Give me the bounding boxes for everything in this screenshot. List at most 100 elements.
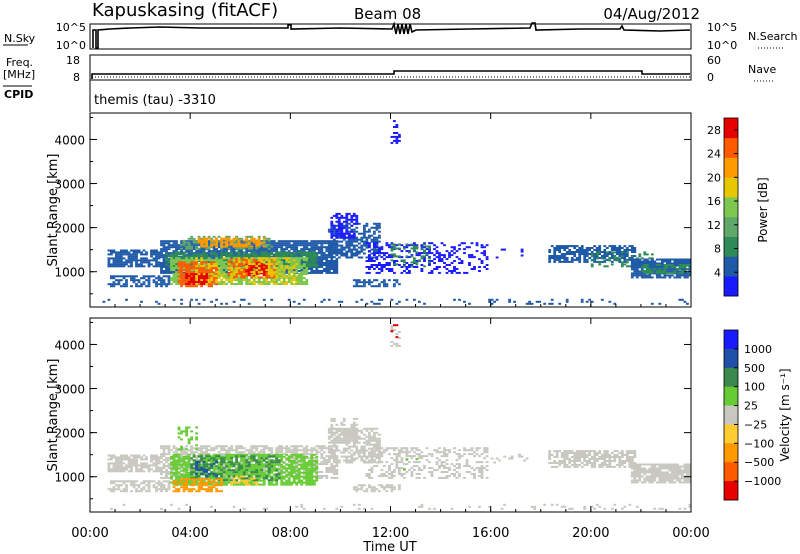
power-cell (265, 245, 269, 248)
power-cell (202, 281, 206, 283)
power-cell (267, 237, 271, 240)
power-cell (648, 268, 652, 270)
power-cell (558, 258, 562, 261)
power-cell (187, 267, 191, 270)
power-cell (312, 248, 316, 251)
power-cell (593, 258, 597, 261)
power-cell (438, 258, 441, 261)
velocity-cell (160, 473, 163, 475)
power-cell (287, 298, 291, 301)
power-cell (302, 242, 306, 245)
power-cell (345, 242, 349, 245)
power-cell (345, 214, 349, 217)
power-cell (275, 281, 279, 283)
power-cell (250, 263, 254, 266)
power-cell (232, 264, 236, 267)
power-cell (310, 270, 314, 272)
power-cell (160, 252, 163, 255)
power-cell (287, 261, 291, 264)
power-cell (320, 260, 324, 262)
power-cell (180, 240, 183, 243)
power-cell (140, 251, 143, 254)
power-cell (107, 263, 111, 266)
power-cell (320, 252, 324, 255)
power-cell (610, 255, 614, 257)
power-cell (120, 263, 123, 266)
power-cell (630, 268, 634, 271)
power-cell (332, 234, 336, 237)
power-cell (117, 261, 121, 264)
power-cell (245, 267, 249, 270)
power-cell (157, 251, 161, 254)
velocity-cell (120, 468, 123, 471)
power-cell (140, 263, 143, 266)
power-cell (185, 269, 188, 272)
power-cell (650, 264, 654, 267)
power-cell (653, 264, 657, 267)
velocity-cell (167, 476, 171, 479)
power-cell (413, 261, 416, 264)
power-cell (350, 230, 354, 233)
power-cell (250, 237, 254, 240)
power-cell (197, 239, 201, 242)
power-cell (332, 264, 336, 266)
power-cell (563, 257, 567, 259)
power-cell (645, 258, 649, 261)
velocity-cell (127, 460, 131, 463)
power-cell (640, 268, 644, 271)
power-cell (428, 256, 431, 259)
power-cell (265, 243, 269, 246)
power-cell (292, 277, 296, 279)
power-cell (217, 254, 221, 257)
power-cell (235, 235, 238, 238)
power-cell (195, 271, 198, 274)
power-cell (192, 241, 196, 244)
power-cell (235, 272, 238, 275)
power-cell (232, 266, 236, 269)
power-cell (225, 255, 228, 258)
velocity-cell (150, 460, 153, 463)
power-cell (593, 260, 597, 263)
power-cell (302, 281, 306, 283)
power-cell (270, 250, 274, 253)
power-cell (182, 269, 186, 272)
power-cell (605, 265, 609, 268)
power-cell (548, 302, 552, 305)
power-cell (618, 245, 622, 248)
power-cell (635, 258, 639, 261)
power-cell (433, 268, 436, 270)
power-cell (388, 244, 391, 247)
power-cell (265, 269, 269, 272)
power-cell (645, 271, 649, 274)
power-cell (393, 243, 396, 246)
power-cell (448, 264, 451, 266)
power-cell (292, 259, 296, 262)
power-cell (355, 236, 359, 239)
power-cell (345, 218, 349, 221)
power-cell (290, 246, 294, 249)
power-cell (330, 248, 334, 251)
power-cell (638, 258, 642, 261)
power-cell (347, 256, 351, 259)
power-cell (335, 258, 339, 261)
power-cell (681, 271, 684, 274)
power-cell (340, 216, 344, 219)
power-cell (357, 238, 361, 241)
power-cell (297, 267, 301, 270)
power-cell (355, 252, 359, 255)
power-cell (357, 246, 361, 249)
power-cell (250, 283, 254, 285)
power-cell (205, 241, 208, 244)
power-cell (265, 259, 269, 262)
velocity-cell (135, 456, 138, 459)
velocity-cell (155, 460, 158, 463)
power-cell (147, 279, 151, 282)
power-cell (190, 275, 193, 278)
velocity-cell (152, 464, 156, 467)
power-cell (155, 261, 158, 264)
power-cell (272, 279, 276, 281)
power-cell (570, 253, 574, 255)
power-cell (453, 252, 456, 255)
power-cell (440, 242, 444, 245)
power-cell (197, 271, 201, 274)
